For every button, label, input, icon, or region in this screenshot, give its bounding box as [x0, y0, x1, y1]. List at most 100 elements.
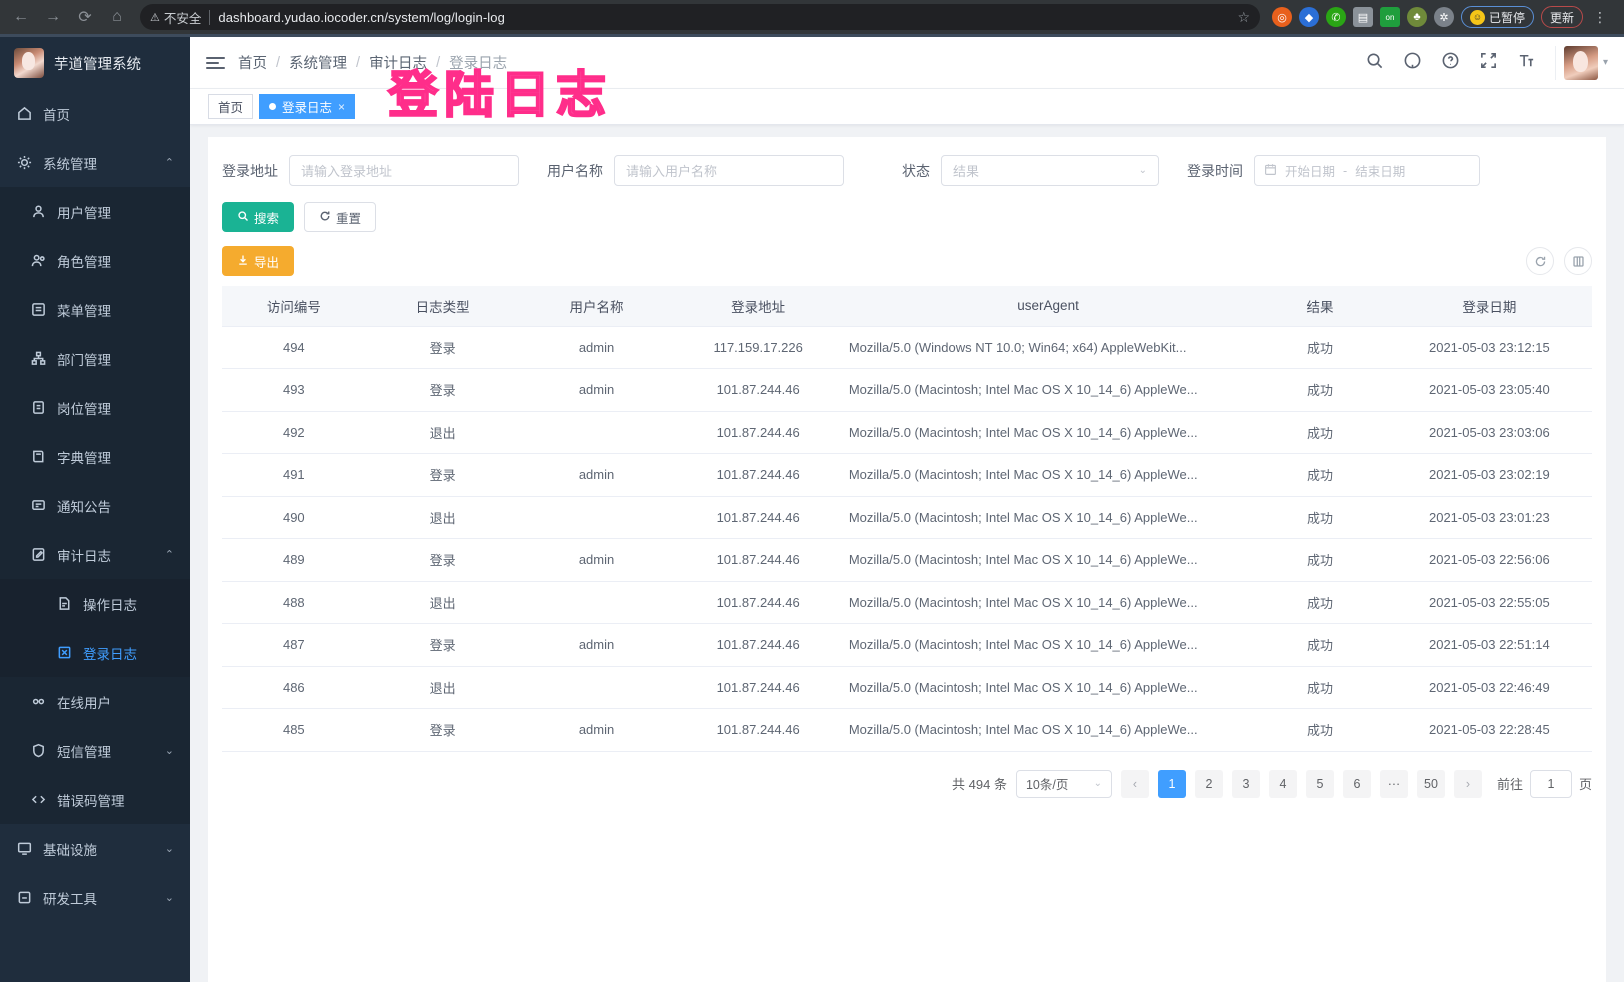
- filter-login-time: 登录时间 开始日期 - 结束日期: [1187, 155, 1480, 186]
- sidebar-item-post-mgmt[interactable]: 岗位管理: [0, 383, 190, 432]
- pagination-page-5[interactable]: 5: [1305, 769, 1334, 798]
- chevron-up-icon: ⌃: [164, 157, 174, 169]
- pagination-page-2[interactable]: 2: [1194, 769, 1223, 798]
- search-button[interactable]: 搜索: [222, 202, 295, 232]
- address-bar[interactable]: ⚠ 不安全 dashboard.yudao.iocoder.cn/system/…: [140, 4, 1260, 30]
- breadcrumb-item-system[interactable]: 系统管理: [289, 56, 348, 72]
- reload-icon[interactable]: ⟳: [78, 9, 92, 26]
- table-row[interactable]: 494 登录 admin 117.159.17.226 Mozilla/5.0 (Win…: [222, 326, 1592, 369]
- sidebar-item-audit-log[interactable]: 审计日志 ⌃: [0, 530, 190, 579]
- table-header-row: 访问编号 日志类型 用户名称 登录地址 userAgent 结果 登录日期: [222, 286, 1592, 327]
- extension-diamond-icon[interactable]: ◆: [1299, 7, 1319, 27]
- col-login-date: 登录日期: [1386, 286, 1592, 327]
- topbar-actions: ▾: [1365, 45, 1608, 80]
- sidebar-item-error-code[interactable]: 错误码管理: [0, 775, 190, 824]
- table-row[interactable]: 488 退出 101.87.244.46 Mozilla/5.0 (Macintosh…: [222, 581, 1592, 624]
- sidebar-item-dev-tools[interactable]: 研发工具 ⌄: [0, 873, 190, 922]
- security-badge[interactable]: ⚠ 不安全: [150, 8, 201, 27]
- sidebar-item-role-mgmt[interactable]: 角色管理: [0, 236, 190, 285]
- browser-toolbar: ← → ⟳ ⌂ ⚠ 不安全 dashboard.yudao.iocoder.cn…: [0, 0, 1624, 34]
- sidebar-item-user-mgmt[interactable]: 用户管理: [0, 187, 190, 236]
- pagination-ellipsis[interactable]: ···: [1379, 769, 1408, 798]
- extension-green-on-icon[interactable]: on: [1380, 7, 1400, 27]
- sidebar-item-dept-mgmt[interactable]: 部门管理: [0, 334, 190, 383]
- extension-blue-doc-icon[interactable]: ▤: [1353, 7, 1373, 27]
- forward-arrow-icon[interactable]: →: [45, 8, 61, 25]
- book-icon: [30, 449, 46, 464]
- tab-home[interactable]: 首页: [208, 94, 254, 119]
- extension-orange-icon[interactable]: ◎: [1272, 7, 1292, 27]
- col-username: 用户名称: [519, 286, 674, 327]
- org-tree-icon: [30, 351, 46, 366]
- username-input[interactable]: 请输入用户名称: [614, 155, 844, 186]
- sidebar-item-label: 错误码管理: [57, 793, 125, 809]
- breadcrumb: 首页 / 系统管理 / 审计日志 / 登录日志: [238, 52, 507, 73]
- sidebar-item-system[interactable]: 系统管理 ⌃: [0, 138, 190, 187]
- pagination-prev[interactable]: ‹: [1120, 769, 1149, 798]
- table-row[interactable]: 487 登录 admin 101.87.244.46 Mozilla/5.0 (Maci…: [222, 623, 1592, 667]
- reset-button[interactable]: 重置: [304, 202, 377, 232]
- paused-badge[interactable]: ☺ 已暂停: [1461, 6, 1535, 28]
- sidebar-item-infrastructure[interactable]: 基础设施 ⌄: [0, 824, 190, 873]
- refresh-circle-icon[interactable]: [1526, 247, 1554, 275]
- extension-wechat-icon[interactable]: ✆: [1326, 7, 1346, 27]
- pagination-next[interactable]: ›: [1453, 769, 1482, 798]
- github-icon[interactable]: [1403, 51, 1422, 75]
- update-button[interactable]: 更新: [1541, 6, 1584, 28]
- username-label: 用户名称: [547, 162, 603, 179]
- sidebar-item-operation-log[interactable]: 操作日志: [0, 579, 190, 628]
- help-icon[interactable]: [1441, 51, 1460, 75]
- pagination-page-6[interactable]: 6: [1342, 769, 1371, 798]
- table-row[interactable]: 486 退出 101.87.244.46 Mozilla/5.0 (Macintosh…: [222, 666, 1592, 709]
- table-row[interactable]: 493 登录 admin 101.87.244.46 Mozilla/5.0 (Maci…: [222, 368, 1592, 412]
- cell-username: [519, 496, 674, 539]
- font-size-icon[interactable]: [1517, 51, 1536, 75]
- sidebar-item-dict-mgmt[interactable]: 字典管理: [0, 432, 190, 481]
- pagination-page-3[interactable]: 3: [1231, 769, 1260, 798]
- tab-label: 首页: [218, 101, 244, 115]
- chevron-down-icon: ▾: [1602, 57, 1608, 68]
- columns-settings-icon[interactable]: [1564, 247, 1592, 275]
- fullscreen-icon[interactable]: [1479, 51, 1498, 75]
- login-log-panel: 登录地址 请输入登录地址 用户名称 请输入用户名称 状态 结果 ⌄: [208, 137, 1606, 982]
- extension-puzzle-icon[interactable]: ✲: [1434, 7, 1454, 27]
- cell-username: admin: [519, 708, 674, 752]
- sidebar-item-online-user[interactable]: 在线用户: [0, 677, 190, 726]
- extension-leaf-icon[interactable]: ♣: [1407, 7, 1427, 27]
- export-button[interactable]: 导出: [222, 246, 295, 276]
- user-menu[interactable]: ▾: [1554, 45, 1608, 80]
- login-addr-input[interactable]: 请输入登录地址: [289, 155, 519, 186]
- table-row[interactable]: 490 退出 101.87.244.46 Mozilla/5.0 (Macintosh…: [222, 496, 1592, 539]
- table-row[interactable]: 492 退出 101.87.244.46 Mozilla/5.0 (Macintosh…: [222, 411, 1592, 454]
- back-arrow-icon[interactable]: ←: [13, 8, 29, 25]
- tabstrip-underline: [0, 34, 1624, 37]
- pagination-page-last[interactable]: 50: [1416, 769, 1445, 798]
- sidebar-item-notice[interactable]: 通知公告: [0, 481, 190, 530]
- close-icon[interactable]: ×: [338, 99, 346, 114]
- bookmark-star-icon[interactable]: ☆: [1237, 8, 1250, 25]
- jump-page-input[interactable]: [1529, 769, 1572, 798]
- hamburger-icon[interactable]: [206, 56, 225, 69]
- sidebar-item-login-log[interactable]: 登录日志: [0, 628, 190, 677]
- home-icon[interactable]: ⌂: [112, 8, 122, 25]
- search-icon[interactable]: [1365, 51, 1384, 75]
- kebab-menu-icon[interactable]: ⋮: [1593, 8, 1607, 25]
- sidebar-logo[interactable]: 芋道管理系统: [0, 37, 190, 89]
- table-row[interactable]: 485 登录 admin 101.87.244.46 Mozilla/5.0 (Maci…: [222, 708, 1592, 752]
- sidebar-item-menu-mgmt[interactable]: 菜单管理: [0, 285, 190, 334]
- breadcrumb-item-login-log: 登录日志: [449, 56, 508, 72]
- table-row[interactable]: 489 登录 admin 101.87.244.46 Mozilla/5.0 (Maci…: [222, 538, 1592, 582]
- page-size-select[interactable]: 10条/页 ⌄: [1015, 769, 1112, 798]
- breadcrumb-item-audit[interactable]: 审计日志: [369, 56, 428, 72]
- sidebar-item-home[interactable]: 首页: [0, 89, 190, 138]
- sidebar-item-sms-mgmt[interactable]: 短信管理 ⌄: [0, 726, 190, 775]
- breadcrumb-item-home[interactable]: 首页: [238, 56, 267, 72]
- status-select[interactable]: 结果 ⌄: [941, 155, 1159, 186]
- cell-access-id: 489: [222, 538, 366, 582]
- login-time-daterange[interactable]: 开始日期 - 结束日期: [1254, 155, 1480, 186]
- pagination-page-1[interactable]: 1: [1157, 769, 1186, 798]
- pagination-page-4[interactable]: 4: [1268, 769, 1297, 798]
- login-log-table: 访问编号 日志类型 用户名称 登录地址 userAgent 结果 登录日期 49…: [222, 286, 1592, 752]
- tab-login-log[interactable]: 登录日志 ×: [259, 94, 356, 119]
- table-row[interactable]: 491 登录 admin 101.87.244.46 Mozilla/5.0 (Maci…: [222, 453, 1592, 497]
